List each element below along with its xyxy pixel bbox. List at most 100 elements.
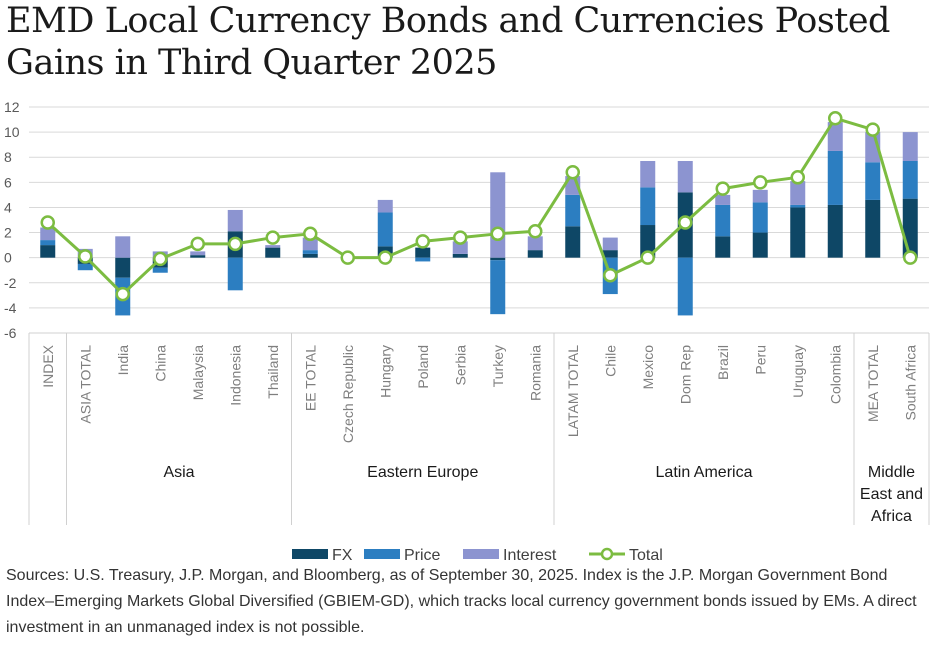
bar-fx [415,247,431,258]
bar-price [902,160,918,199]
y-tick-label: -4 [4,300,17,316]
bar-interest [715,194,731,205]
category-label: Colombia [827,345,843,404]
bar-interest [265,245,281,248]
stacked-bar-chart: -6 -4 -2 0 2 4 6 8 10 12 INDEX ASIA TOTAL India China… [4,99,930,564]
category-label: Uruguay [790,345,806,398]
category-label: Brazil [715,345,731,380]
category-label: Chile [602,345,618,377]
bar-fx [640,225,656,258]
total-line [46,116,912,296]
legend-label: Interest [503,547,557,564]
category-label: ASIA TOTAL [77,345,93,424]
bar-interest [115,236,131,258]
chart-title-line-1: EMD Local Currency Bonds and Currencies … [6,1,890,41]
bar-interest [490,172,506,258]
bar-fx [865,199,881,258]
legend-marker-total [600,547,614,561]
y-tick-label: -2 [4,275,17,291]
y-tick-label: 12 [4,99,20,115]
legend-swatch-fx [292,549,328,559]
total-point [753,175,768,190]
y-tick-label: 2 [4,225,12,241]
bar-price [490,260,506,315]
bar-fx [490,257,506,261]
total-point [190,236,205,252]
category-label: MEA TOTAL [865,345,881,422]
total-point [40,215,55,230]
category-label: Hungary [377,345,393,398]
total-point [78,249,93,264]
category-label: Mexico [640,345,656,390]
category-label: EE TOTAL [302,345,318,411]
total-point [415,234,430,249]
bar-interest [190,251,206,256]
bar-fx [827,204,843,258]
total-point [378,250,393,265]
total-point [865,122,880,137]
bar-price [152,267,168,273]
group-label: Middle [868,464,915,481]
bar-price [865,162,881,200]
total-point [115,286,130,302]
bar-interest [40,227,56,241]
bar-fx [790,207,806,258]
category-label: Serbia [452,345,468,386]
bar-fx [302,253,318,258]
bar-price [40,240,56,246]
y-tick-label: 4 [4,199,12,215]
total-point [490,226,505,242]
category-label: Peru [752,345,768,375]
bar-interest [827,122,843,151]
total-point [153,251,168,267]
chart-title-line-2: Gains in Third Quarter 2025 [6,43,497,83]
y-tick-label: 10 [4,124,20,140]
bar-fx [565,226,581,258]
bar-price [565,194,581,227]
bar-fx [602,250,618,258]
total-point [303,226,318,242]
legend-swatch-price [364,549,400,559]
group-label: Africa [871,508,912,525]
category-label: Poland [415,345,431,389]
category-label: Indonesia [227,345,243,406]
total-point [453,230,468,245]
bar-price [227,257,243,291]
category-label: Turkey [490,345,506,387]
category-label: Dom Rep [677,345,693,404]
bar-interest [527,236,543,251]
group-label: Latin America [656,464,753,481]
bar-interest [677,160,693,193]
y-tick-label: -6 [4,325,17,341]
y-tick-label: 8 [4,149,12,165]
bar-interest [302,237,318,251]
legend-label: Price [404,547,441,564]
bar-price [640,187,656,226]
bar-price [415,257,431,262]
bar-interest [377,199,393,213]
bar-price [715,204,731,237]
total-point [790,170,805,185]
bar-price [677,257,693,316]
category-label: Thailand [265,345,281,399]
bar-price [77,263,93,271]
bar-price [377,212,393,247]
bar-fx [527,250,543,258]
total-point [715,181,730,196]
group-label: Asia [163,464,194,481]
sources-note: Sources: U.S. Treasury, J.P. Morgan, and… [6,567,917,636]
total-point [678,215,693,230]
bar-price [752,202,768,233]
total-point [828,111,843,126]
bar-fx [190,255,206,258]
total-point [265,230,280,245]
total-point [340,250,355,265]
bar-interest [602,237,618,251]
total-point [228,236,243,252]
bar-price [302,250,318,254]
category-label: Romania [527,345,543,401]
bar-price [827,150,843,205]
bar-interest [640,160,656,188]
category-label: Czech Republic [340,345,356,443]
category-label: South Africa [902,345,918,421]
